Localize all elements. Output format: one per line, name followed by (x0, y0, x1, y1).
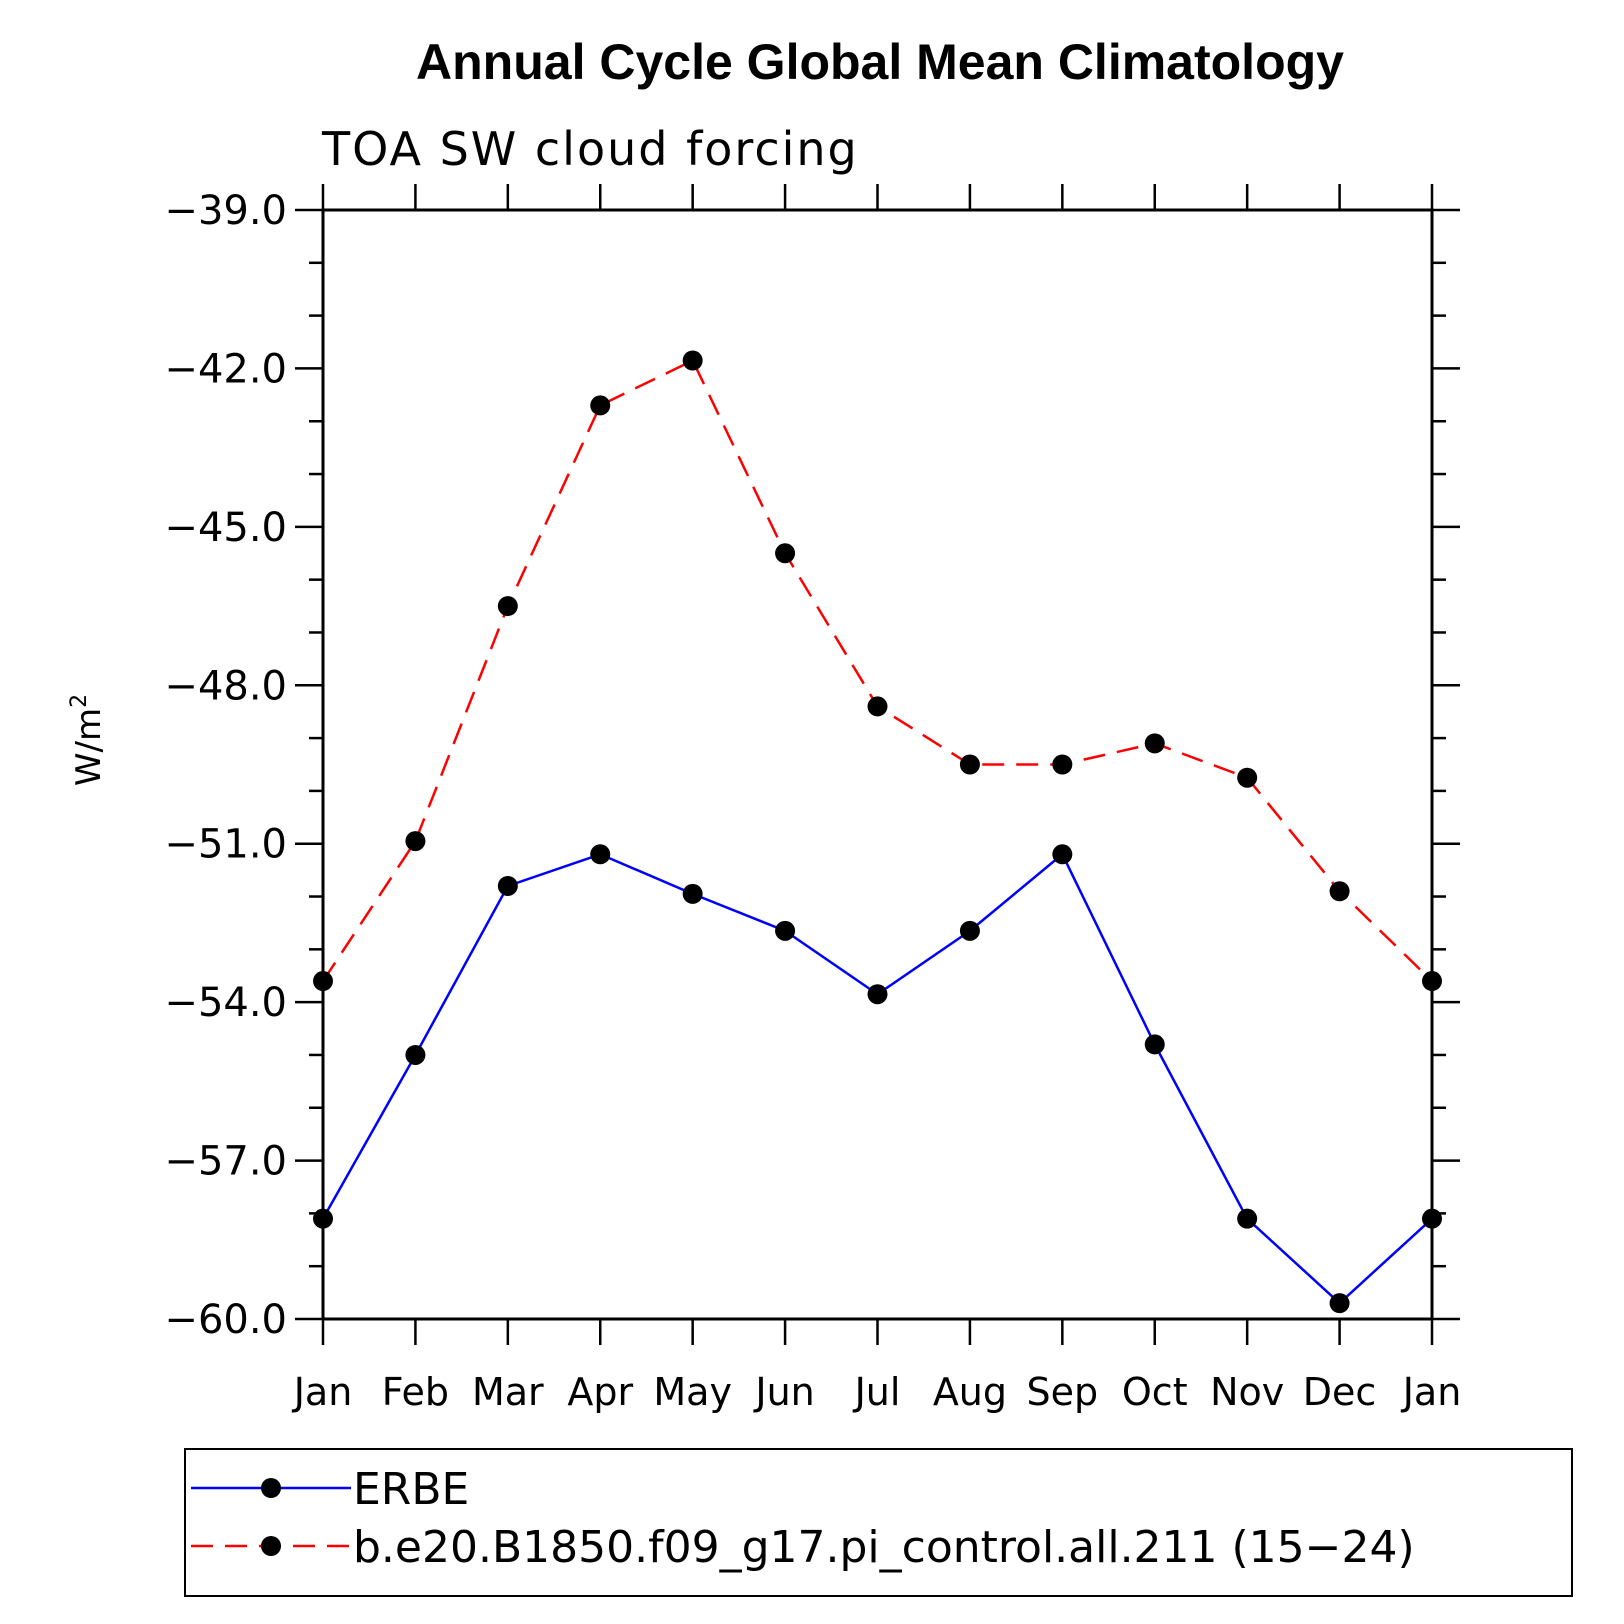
data-point-series-1 (497, 596, 518, 617)
plot-frame (321, 208, 1434, 1321)
data-point-series-0 (1052, 844, 1073, 865)
data-point-series-1 (775, 543, 796, 564)
x-tick-label: Jul (853, 1370, 901, 1414)
x-tick-label: May (653, 1370, 732, 1414)
data-point-series-0 (590, 844, 611, 865)
chart-title: Annual Cycle Global Mean Climatology (416, 34, 1344, 90)
chart-subtitle: TOA SW cloud forcing (321, 122, 859, 176)
y-tick-label: −51.0 (164, 822, 287, 868)
data-point-series-0 (959, 920, 980, 941)
legend-marker-0 (261, 1478, 281, 1498)
data-point-series-0 (1237, 1208, 1258, 1229)
axes: −39.0 −42.0 −45.0 −48.0 −51.0 −54.0 −57.0 −60.0… (164, 184, 1461, 1414)
data-point-series-0 (1329, 1293, 1350, 1314)
y-tick-label: −60.0 (164, 1297, 287, 1343)
y-tick-label: −42.0 (164, 346, 287, 392)
legend-label-0: ERBE (353, 1464, 469, 1515)
data-point-series-1 (590, 395, 611, 416)
data-point-series-1 (1237, 767, 1258, 788)
data-point-series-0 (682, 883, 703, 904)
data-point-series-0 (497, 875, 518, 896)
x-tick-label: Aug (933, 1370, 1007, 1414)
legend: ERBE b.e20.B1850.f09_g17.pi_control.all.2… (184, 1448, 1573, 1597)
legend-box (184, 1448, 1573, 1597)
x-tick-label: Apr (567, 1370, 633, 1414)
data-point-series-0 (775, 920, 796, 941)
y-tick-label: −48.0 (164, 663, 287, 709)
x-tick-label: Dec (1303, 1370, 1377, 1414)
y-axis-label: W/m2 (67, 694, 109, 786)
data-point-series-0 (1422, 1208, 1442, 1229)
data-point-series-0 (1144, 1034, 1165, 1055)
x-tick-label: Jan (292, 1370, 353, 1414)
y-tick-label: −39.0 (164, 188, 287, 234)
x-tick-label: Oct (1122, 1370, 1188, 1414)
y-tick-label: −57.0 (164, 1139, 287, 1185)
y-tick-label: −54.0 (164, 980, 287, 1026)
series-line-0 (321, 852, 1433, 1305)
x-tick-label: Feb (382, 1370, 449, 1414)
data-point-series-1 (959, 754, 980, 775)
x-tick-label: Jun (753, 1370, 814, 1414)
series-layer (313, 350, 1442, 1314)
series-line-1 (321, 358, 1433, 982)
x-tick-label: Nov (1210, 1370, 1284, 1414)
data-point-series-1 (867, 696, 888, 717)
data-point-series-1 (313, 971, 333, 992)
data-point-series-1 (405, 831, 426, 852)
data-point-series-1 (682, 350, 703, 371)
legend-label-1: b.e20.B1850.f09_g17.pi_control.all.211 (… (353, 1522, 1415, 1573)
data-point-series-1 (1329, 881, 1350, 902)
legend-marker-1 (261, 1536, 281, 1556)
data-point-series-0 (405, 1044, 426, 1065)
data-point-series-1 (1144, 733, 1165, 754)
data-point-series-1 (1422, 971, 1442, 992)
x-tick-label: Mar (472, 1370, 544, 1414)
data-point-series-1 (1052, 754, 1073, 775)
data-point-series-0 (867, 984, 888, 1005)
data-point-series-0 (313, 1208, 333, 1229)
x-tick-label: Jan (1401, 1370, 1462, 1414)
y-tick-label: −45.0 (164, 505, 287, 551)
x-tick-label: Sep (1027, 1370, 1099, 1414)
